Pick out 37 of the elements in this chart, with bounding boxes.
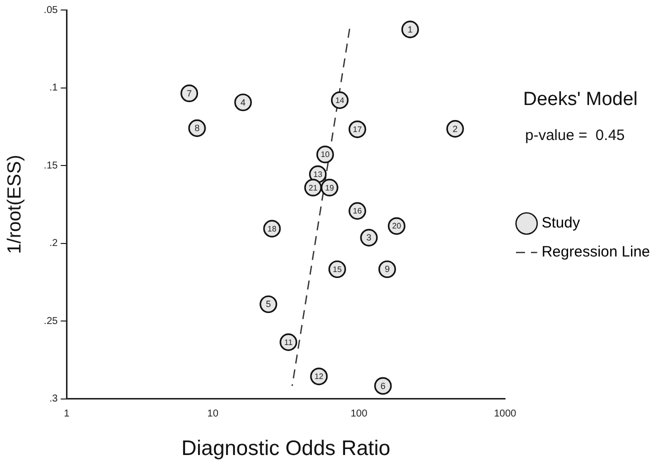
annotation: 17: [352, 124, 362, 134]
annotation: 21: [308, 183, 318, 192]
y-tick-label: .1: [49, 82, 58, 94]
y-tick-label: .15: [44, 160, 58, 172]
y-tick-label: .25: [44, 316, 58, 327]
y-tick-label: .05: [44, 4, 58, 16]
annotation: 6: [380, 380, 386, 391]
annotation: 1: [408, 24, 413, 34]
y-tick-label: .3: [49, 394, 58, 405]
annotation: 9: [384, 264, 390, 274]
y-tick-label: .2: [49, 238, 58, 250]
x-axis-title: Diagnostic Odds Ratio: [181, 437, 390, 460]
legend-label: Study: [542, 214, 580, 232]
annotation: 4: [240, 97, 246, 108]
annotation: 11: [284, 338, 294, 347]
annotation: 19: [325, 183, 335, 192]
annotation: 20: [392, 222, 402, 231]
annotation: 13: [313, 170, 323, 179]
annotation: 5: [266, 299, 271, 310]
annotation: 8: [194, 123, 200, 134]
annotation: 7: [186, 88, 192, 98]
text: Deeks' Model: [523, 89, 638, 110]
x-tick-label: 10: [207, 408, 219, 420]
y-axis-title: 1/root(ESS): [4, 154, 26, 254]
x-tick-label: 1: [64, 408, 70, 420]
text: p-value = 0.45: [525, 127, 625, 144]
annotation: 3: [366, 232, 372, 243]
annotation: 12: [314, 372, 324, 382]
x-tick-label: 1000: [494, 408, 517, 420]
legend-label: Regression Line: [542, 244, 650, 261]
annotation: 14: [335, 96, 345, 105]
annotation: 2: [452, 124, 458, 134]
annotation: 10: [320, 150, 330, 160]
x-tick-label: 100: [350, 408, 368, 420]
annotation: 16: [352, 206, 362, 216]
annotation: 15: [332, 264, 342, 274]
annotation: 18: [268, 224, 277, 234]
